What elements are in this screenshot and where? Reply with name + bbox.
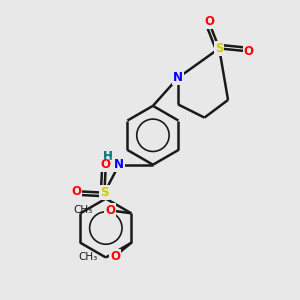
Text: CH₃: CH₃ <box>74 205 93 215</box>
Text: O: O <box>204 15 214 28</box>
Text: N: N <box>173 71 183 84</box>
Text: S: S <box>100 186 109 199</box>
Text: O: O <box>244 45 254 58</box>
Text: S: S <box>100 186 109 199</box>
Text: O: O <box>244 45 254 58</box>
Text: N: N <box>173 71 183 84</box>
Text: O: O <box>105 204 115 217</box>
Text: H: H <box>103 150 113 163</box>
Text: O: O <box>71 185 81 198</box>
Text: O: O <box>101 158 111 171</box>
Text: O: O <box>105 204 115 217</box>
Text: N: N <box>114 158 124 171</box>
Text: N: N <box>114 158 124 171</box>
Text: O: O <box>71 185 81 198</box>
Text: S: S <box>215 42 224 55</box>
Text: O: O <box>110 250 120 262</box>
Text: S: S <box>215 42 224 55</box>
Text: H: H <box>103 150 113 163</box>
Text: O: O <box>101 158 111 171</box>
Text: O: O <box>110 250 120 262</box>
Text: O: O <box>204 15 214 28</box>
Text: CH₃: CH₃ <box>79 252 98 262</box>
